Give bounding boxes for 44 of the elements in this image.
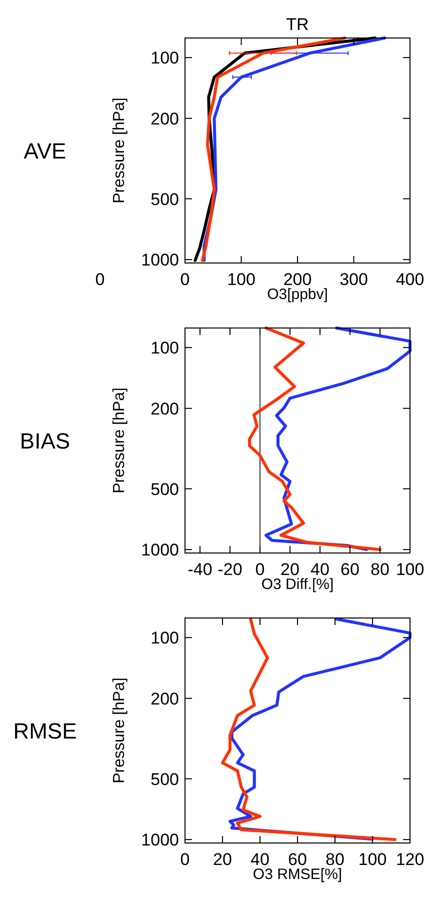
x-tick-label: 60 bbox=[288, 850, 307, 869]
y-tick-label: 100 bbox=[150, 338, 179, 358]
y-axis-title: Pressure [hPa] bbox=[111, 678, 128, 784]
x-tick-label: 200 bbox=[283, 270, 312, 289]
x-tick-label: 80 bbox=[326, 850, 344, 869]
y-tick-label: 1000 bbox=[141, 250, 179, 270]
x-tick-label: 100 bbox=[358, 850, 387, 869]
y-axis-title: Pressure [hPa] bbox=[111, 388, 128, 494]
x-tick-label: 100 bbox=[227, 270, 256, 289]
x-axis-title: O3 Diff.[%] bbox=[261, 576, 334, 593]
x-tick-label: 20 bbox=[280, 560, 300, 579]
x-tick-label: 100 bbox=[396, 560, 424, 579]
x-tick-label: 0 bbox=[180, 850, 190, 869]
x-tick-label: 40 bbox=[310, 560, 330, 579]
y-tick-label: 500 bbox=[150, 190, 179, 209]
text: AVE bbox=[24, 138, 66, 164]
chart-title: TR bbox=[286, 15, 309, 34]
x-tick-label: 300 bbox=[340, 270, 368, 289]
text: RMSE bbox=[13, 718, 77, 744]
x-tick-label: 120 bbox=[396, 850, 424, 869]
y-tick-label: 100 bbox=[150, 48, 179, 68]
x-tick-label: 20 bbox=[213, 850, 232, 869]
x-tick-label: 40 bbox=[250, 850, 270, 869]
x-axis-title: O3[ppbv] bbox=[267, 286, 328, 303]
x-tick-label: 0 bbox=[180, 270, 190, 289]
x-axis-title: O3 RMSE[%] bbox=[252, 866, 342, 883]
x-tick-label: 400 bbox=[396, 270, 424, 289]
y-tick-label: 200 bbox=[150, 689, 179, 708]
y-tick-label: 1000 bbox=[141, 830, 179, 850]
y-tick-label: 500 bbox=[150, 770, 179, 789]
line-series bbox=[200, 36, 346, 262]
line-series bbox=[248, 326, 382, 552]
y-tick-label: 1000 bbox=[141, 540, 179, 560]
y-axis-title: Pressure [hPa] bbox=[111, 98, 128, 204]
x-tick-label: 60 bbox=[340, 560, 360, 579]
x-tick-label: -40 bbox=[188, 560, 212, 579]
x-tick-label: 80 bbox=[370, 560, 390, 579]
y-tick-label: 500 bbox=[150, 480, 179, 499]
x-tick-label: -20 bbox=[218, 560, 242, 579]
y-tick-label: 200 bbox=[150, 399, 179, 418]
y-tick-label: 100 bbox=[150, 628, 179, 648]
x-tick-label: 0 bbox=[255, 560, 265, 579]
text: BIAS bbox=[20, 428, 70, 454]
y-tick-label: 200 bbox=[150, 109, 179, 128]
